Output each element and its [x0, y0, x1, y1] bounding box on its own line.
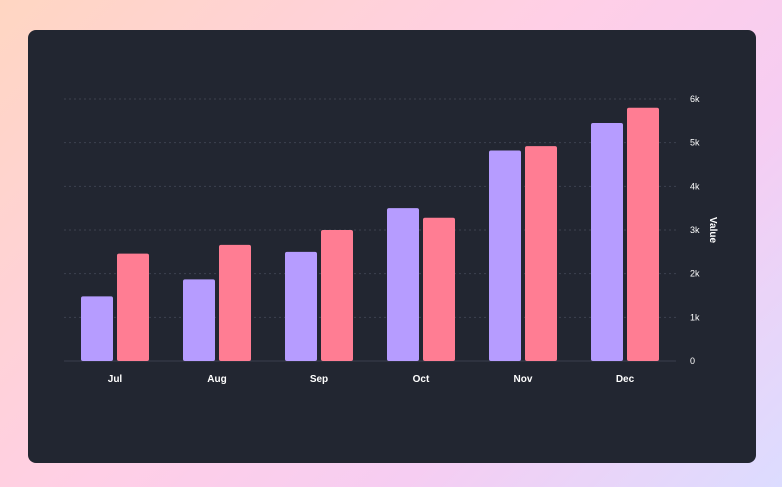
- bar-jul-series-2[interactable]: [117, 253, 149, 361]
- bar-sep-series-1[interactable]: [285, 251, 317, 361]
- bar-jul-series-1[interactable]: [81, 296, 113, 361]
- y-tick-label: 4k: [690, 181, 700, 191]
- bar-chart: 0 1k 2k 3k 4k 5k 6k Jul Aug Sep Oct Nov Dec Value: [64, 94, 718, 385]
- y-tick-label: 1k: [690, 312, 700, 322]
- bar-aug-series-1[interactable]: [183, 279, 215, 361]
- x-axis-labels: Jul Aug Sep Oct Nov Dec: [108, 374, 635, 385]
- bars: [81, 107, 659, 362]
- y-tick-label: 2k: [690, 269, 700, 279]
- bar-oct-series-2[interactable]: [423, 217, 455, 361]
- bar-nov-series-2[interactable]: [525, 146, 557, 361]
- chart-card: 0 1k 2k 3k 4k 5k 6k Jul Aug Sep Oct Nov Dec Value: [28, 30, 756, 463]
- y-tick-label: 3k: [690, 225, 700, 235]
- bar-oct-series-1[interactable]: [387, 208, 419, 361]
- x-tick-label: Dec: [616, 374, 635, 385]
- y-tick-label: 5k: [690, 138, 700, 148]
- x-tick-label: Nov: [514, 374, 533, 385]
- x-tick-label: Sep: [310, 374, 328, 385]
- bar-dec-series-1[interactable]: [591, 123, 623, 362]
- x-tick-label: Aug: [207, 374, 226, 385]
- y-tick-label: 6k: [690, 94, 700, 104]
- gridlines: [64, 98, 676, 362]
- bar-dec-series-2[interactable]: [627, 107, 659, 361]
- y-axis-ticks: 0 1k 2k 3k 4k 5k 6k: [690, 94, 700, 366]
- y-tick-label: 0: [690, 356, 695, 366]
- x-tick-label: Jul: [108, 374, 123, 385]
- bar-sep-series-2[interactable]: [321, 230, 353, 361]
- bar-nov-series-1[interactable]: [489, 150, 521, 361]
- x-tick-label: Oct: [413, 374, 430, 385]
- y-axis-title: Value: [707, 217, 718, 244]
- bar-aug-series-2[interactable]: [219, 244, 251, 361]
